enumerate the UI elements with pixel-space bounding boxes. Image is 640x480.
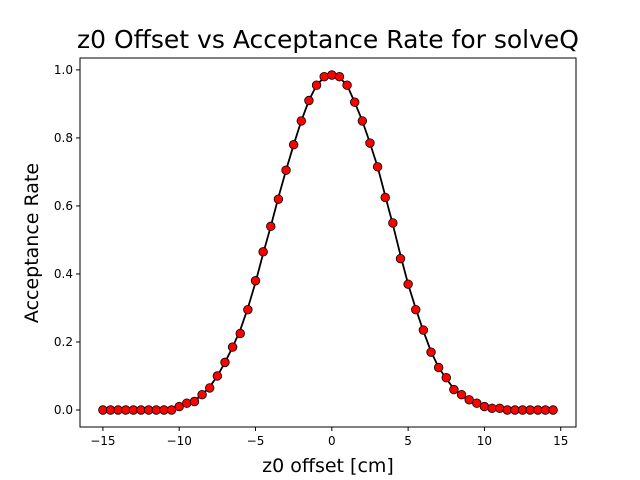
- plot-area: [79, 57, 577, 428]
- data-point: [426, 347, 436, 357]
- y-tick-label: 0.2: [54, 335, 73, 349]
- y-tick-label: 0.0: [54, 403, 73, 417]
- x-tick-label: 15: [553, 434, 568, 448]
- data-point: [243, 304, 253, 315]
- y-tick-label: 1.0: [54, 63, 73, 77]
- data-point: [479, 401, 490, 412]
- data-point: [273, 194, 284, 204]
- data-point: [350, 97, 360, 107]
- data-point: [433, 362, 444, 373]
- data-point: [365, 138, 375, 148]
- data-point: [372, 162, 383, 172]
- data-point: [166, 405, 177, 415]
- data-point: [380, 192, 390, 203]
- x-axis-label: z0 offset [cm]: [262, 455, 394, 477]
- data-point: [311, 80, 322, 90]
- data-point: [441, 372, 451, 383]
- data-points-layer: [98, 70, 558, 415]
- x-tick-label: −15: [90, 434, 115, 448]
- y-tick-label: 0.8: [54, 131, 73, 145]
- data-point: [258, 247, 268, 257]
- x-tick-label: 0: [328, 434, 336, 448]
- data-point: [227, 342, 238, 352]
- data-point: [319, 72, 329, 82]
- data-point: [235, 328, 245, 339]
- data-point: [288, 140, 299, 150]
- data-point: [189, 396, 200, 407]
- y-axis: 0.0 0.2 0.4 0.6 0.8 1.0: [54, 63, 80, 417]
- x-axis: −15 −10 −5 0 5 10 15: [90, 427, 568, 448]
- data-point: [464, 395, 474, 405]
- chart-title: z0 Offset vs Acceptance Rate for solveQ: [77, 25, 579, 54]
- data-point: [212, 371, 223, 381]
- data-point: [342, 80, 352, 90]
- x-tick-label: 5: [404, 434, 412, 448]
- data-point: [357, 116, 368, 126]
- data-point: [250, 276, 261, 286]
- data-point: [418, 325, 429, 335]
- data-point: [266, 221, 276, 232]
- data-point: [327, 70, 337, 80]
- data-point: [174, 401, 184, 412]
- data-point: [205, 383, 215, 393]
- data-point: [449, 384, 459, 395]
- data-point: [411, 304, 421, 315]
- y-tick-label: 0.6: [54, 199, 73, 213]
- x-tick-label: −10: [167, 434, 192, 448]
- data-point: [334, 72, 345, 82]
- data-point: [197, 389, 207, 400]
- data-point: [296, 116, 306, 126]
- y-tick-label: 0.4: [54, 267, 73, 281]
- data-point: [281, 165, 291, 175]
- x-tick-label: 10: [477, 434, 492, 448]
- data-point: [548, 405, 558, 415]
- data-point: [403, 279, 413, 289]
- y-axis-label: Acceptance Rate: [21, 163, 43, 323]
- data-point: [220, 357, 230, 368]
- data-point: [395, 253, 406, 264]
- x-tick-label: −5: [247, 434, 265, 448]
- data-point: [472, 398, 482, 408]
- data-point: [182, 398, 192, 408]
- data-point: [304, 95, 314, 106]
- data-point: [494, 403, 505, 413]
- data-point: [456, 389, 467, 400]
- data-point: [388, 218, 398, 228]
